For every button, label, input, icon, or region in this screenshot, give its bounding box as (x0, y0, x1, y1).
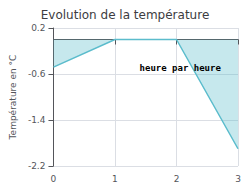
svg-text:-0.6: -0.6 (28, 69, 46, 79)
svg-text:-2.2: -2.2 (28, 161, 46, 171)
svg-text:heure par heure: heure par heure (140, 63, 222, 73)
svg-text:0: 0 (51, 174, 57, 184)
svg-text:2: 2 (174, 174, 180, 184)
svg-text:-1.4: -1.4 (28, 115, 46, 125)
svg-text:0.2: 0.2 (31, 23, 45, 33)
svg-text:1: 1 (112, 174, 118, 184)
svg-text:Evolution de la température: Evolution de la température (41, 8, 210, 22)
svg-text:3: 3 (235, 174, 241, 184)
svg-text:Température en °C: Température en °C (8, 55, 18, 141)
